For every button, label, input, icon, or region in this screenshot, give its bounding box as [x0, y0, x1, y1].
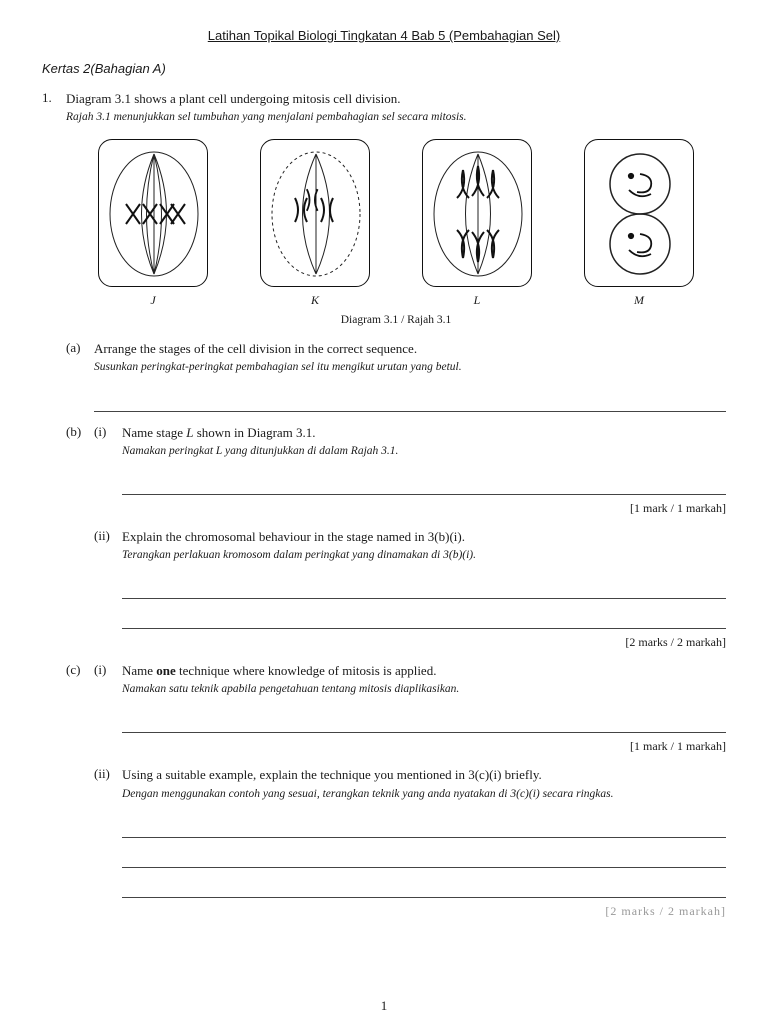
cell-diagram-l — [422, 139, 532, 287]
question-1: 1. Diagram 3.1 shows a plant cell underg… — [42, 90, 726, 919]
label-m: M — [584, 293, 694, 308]
q1c-label: (c) — [66, 662, 94, 678]
answer-line — [122, 818, 726, 838]
q1ci-en: Name one technique where knowledge of mi… — [122, 662, 726, 680]
q1b: (b) (i) Name stage L shown in Diagram 3.… — [66, 424, 726, 651]
answer-line — [122, 579, 726, 599]
q1ci-marks: [1 mark / 1 markah] — [122, 739, 726, 754]
answer-line — [122, 475, 726, 495]
label-l: L — [422, 293, 532, 308]
q1cii-ms: Dengan menggunakan contoh yang sesuai, t… — [122, 786, 726, 802]
q1bii-ms: Terangkan perlakuan kromosom dalam perin… — [122, 547, 726, 563]
q1ci-ms: Namakan satu teknik apabila pengetahuan … — [122, 681, 726, 697]
answer-line — [122, 848, 726, 868]
label-j: J — [98, 293, 208, 308]
cell-diagram-m — [584, 139, 694, 287]
q1ci-label: (i) — [94, 662, 122, 678]
q1bi-label: (i) — [94, 424, 122, 440]
q1-intro-ms: Rajah 3.1 menunjukkan sel tumbuhan yang … — [66, 109, 726, 125]
q1bi-ms: Namakan peringkat L yang ditunjukkan di … — [122, 443, 726, 459]
answer-line — [94, 392, 726, 412]
question-body: Diagram 3.1 shows a plant cell undergoin… — [66, 90, 726, 919]
q1cii-label: (ii) — [94, 766, 122, 782]
q1cii-en: Using a suitable example, explain the te… — [122, 766, 726, 784]
page-number: 1 — [0, 998, 768, 1014]
answer-line — [122, 878, 726, 898]
q1c: (c) (i) Name one technique where knowled… — [66, 662, 726, 919]
q1bii-label: (ii) — [94, 528, 122, 544]
question-number: 1. — [42, 90, 66, 106]
worksheet-page: Latihan Topikal Biologi Tingkatan 4 Bab … — [0, 0, 768, 1024]
cell-diagram-j — [98, 139, 208, 287]
q1bii-marks: [2 marks / 2 markah] — [122, 635, 726, 650]
q1-intro-en: Diagram 3.1 shows a plant cell undergoin… — [66, 90, 726, 108]
worksheet-title: Latihan Topikal Biologi Tingkatan 4 Bab … — [42, 28, 726, 43]
q1bi-marks: [1 mark / 1 markah] — [122, 501, 726, 516]
q1a-ms: Susunkan peringkat-peringkat pembahagian… — [94, 359, 726, 375]
paper-section: Kertas 2(Bahagian A) — [42, 61, 726, 76]
label-k: K — [260, 293, 370, 308]
answer-line — [122, 609, 726, 629]
q1a-label: (a) — [66, 340, 94, 356]
diagram-row — [66, 139, 726, 287]
cell-diagram-k — [260, 139, 370, 287]
q1cii-marks: [2 marks / 2 markah] — [122, 904, 726, 919]
answer-line — [122, 713, 726, 733]
q1a: (a) Arrange the stages of the cell divis… — [66, 340, 726, 411]
q1bi-en: Name stage L shown in Diagram 3.1. — [122, 424, 726, 442]
diagram-caption: Diagram 3.1 / Rajah 3.1 — [66, 314, 726, 326]
q1a-en: Arrange the stages of the cell division … — [94, 340, 726, 358]
diagram-labels: J K L M — [66, 291, 726, 308]
q1bii-en: Explain the chromosomal behaviour in the… — [122, 528, 726, 546]
q1b-label: (b) — [66, 424, 94, 440]
